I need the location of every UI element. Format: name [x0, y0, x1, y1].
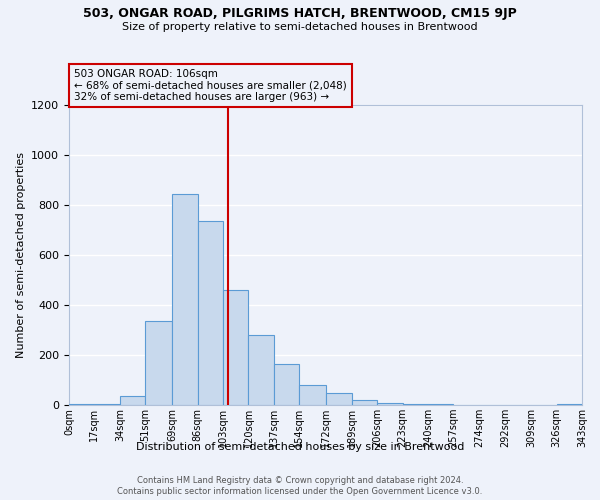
Bar [172, 194, 197, 405]
Bar [248, 335, 274, 405]
Bar [69, 404, 94, 405]
Bar [557, 404, 582, 405]
Text: Contains public sector information licensed under the Open Government Licence v3: Contains public sector information licen… [118, 488, 482, 496]
Bar [120, 396, 145, 405]
Bar [428, 404, 454, 405]
Bar [377, 403, 403, 405]
Bar [94, 404, 120, 405]
Text: 503 ONGAR ROAD: 106sqm
← 68% of semi-detached houses are smaller (2,048)
32% of : 503 ONGAR ROAD: 106sqm ← 68% of semi-det… [74, 69, 347, 102]
Bar [403, 404, 428, 405]
Text: Size of property relative to semi-detached houses in Brentwood: Size of property relative to semi-detach… [122, 22, 478, 32]
Bar [352, 400, 377, 405]
Bar [223, 290, 248, 405]
Bar [299, 385, 326, 405]
Bar [197, 221, 223, 405]
Bar [454, 404, 479, 405]
Bar [145, 322, 172, 405]
Bar [326, 393, 352, 405]
Text: Distribution of semi-detached houses by size in Brentwood: Distribution of semi-detached houses by … [136, 442, 464, 452]
Bar [274, 364, 299, 405]
Text: Contains HM Land Registry data © Crown copyright and database right 2024.: Contains HM Land Registry data © Crown c… [137, 476, 463, 485]
Y-axis label: Number of semi-detached properties: Number of semi-detached properties [16, 152, 26, 358]
Text: 503, ONGAR ROAD, PILGRIMS HATCH, BRENTWOOD, CM15 9JP: 503, ONGAR ROAD, PILGRIMS HATCH, BRENTWO… [83, 8, 517, 20]
